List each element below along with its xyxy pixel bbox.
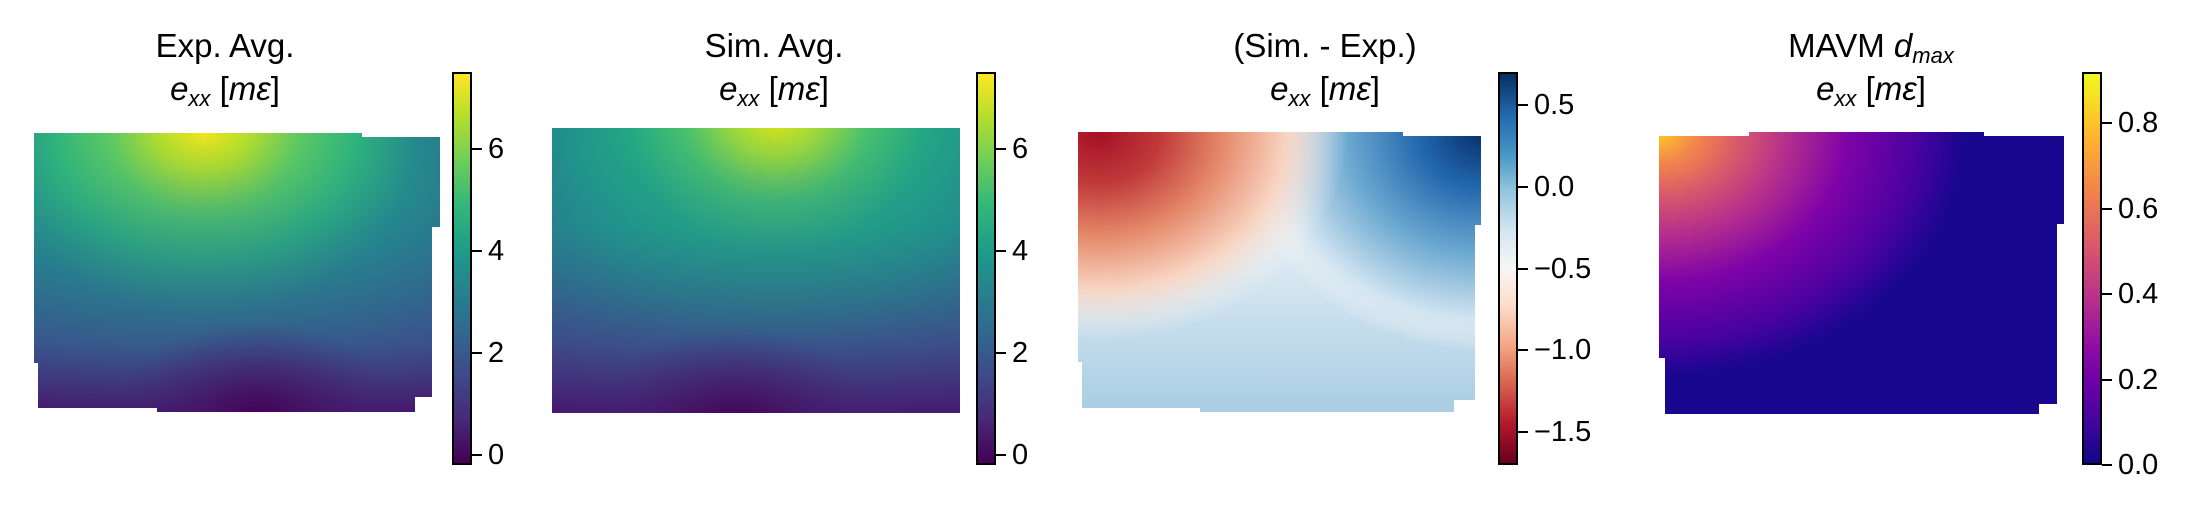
panel-exp-avg: Exp. Avg. exx [mε] (0, 0, 540, 517)
colorbar-tick-label: 0 (1012, 438, 1029, 471)
colorbar-tick (1518, 103, 1528, 106)
subscript-max: max (1912, 43, 1954, 68)
unit-label: mε (1874, 70, 1917, 107)
colorbar-tick (996, 453, 1006, 456)
panel-title-line2: exx [mε] (719, 70, 829, 111)
panel-title-line2: exx [mε] (170, 70, 280, 111)
subscript-xx: xx (188, 86, 211, 111)
colorbar-tick (1518, 267, 1528, 270)
colorbar-tick (2102, 378, 2112, 381)
colorbar-tick-label: 0.0 (1534, 170, 1575, 203)
colorbar-plasma (2082, 72, 2102, 465)
colorbar-tick-label: −1.5 (1534, 416, 1592, 449)
colorbar-tick-label: 0 (488, 438, 505, 471)
heatmap-sim-avg (552, 128, 960, 413)
colorbar-tick-label: 0.2 (2118, 363, 2159, 396)
colorbar-tick-label: 0.0 (2118, 449, 2159, 481)
heatmap-exp-avg (34, 133, 440, 412)
panel-title-line2: exx [mε] (1816, 70, 1926, 111)
colorbar-tick-label: −0.5 (1534, 252, 1592, 285)
subscript-xx: xx (1834, 86, 1857, 111)
var-e: e (719, 70, 738, 107)
colorbar-tick (472, 147, 482, 150)
colorbar-tick-label: 0.8 (2118, 107, 2159, 140)
colorbar-viridis (452, 72, 472, 465)
title-prefix: MAVM (1788, 27, 1894, 64)
colorbar-tick-label: 6 (1012, 132, 1029, 165)
colorbar-tick-label: 0.5 (1534, 88, 1575, 121)
colorbar-tick (2102, 293, 2112, 296)
colorbar-tick (2102, 122, 2112, 125)
panel-title-line1: MAVM dmax (1621, 24, 2121, 78)
heatmap-difference (1078, 132, 1481, 412)
subscript-xx: xx (737, 86, 760, 111)
subscript-xx: xx (1288, 86, 1311, 111)
colorbar-tick (996, 147, 1006, 150)
panel-sim-minus-exp: (Sim. - Exp.) exx [mε] (1060, 0, 1640, 517)
colorbar-tick (1518, 349, 1528, 352)
unit-label: mε (1328, 70, 1371, 107)
panel-title-line1: Sim. Avg. (704, 27, 844, 64)
colorbar-rdbu (1498, 72, 1518, 465)
heatmap-mavm (1659, 132, 2064, 414)
colorbar-tick-label: 0.6 (2118, 192, 2159, 225)
colorbar-tick (472, 453, 482, 456)
colorbar-tick-label: 2 (1012, 336, 1029, 369)
panel-title-line2: exx [mε] (1270, 70, 1380, 111)
colorbar-viridis (976, 72, 996, 465)
colorbar-tick (2102, 464, 2112, 466)
colorbar-tick (996, 351, 1006, 354)
colorbar-tick (2102, 207, 2112, 210)
panel-title-line1: Exp. Avg. (155, 27, 295, 64)
var-e: e (1816, 70, 1835, 107)
colorbar-tick-label: 4 (1012, 234, 1029, 267)
colorbar-tick-label: 0.4 (2118, 278, 2159, 311)
var-e: e (1270, 70, 1289, 107)
colorbar-tick (1518, 185, 1528, 188)
unit-label: mε (228, 70, 271, 107)
var-d: d (1893, 27, 1913, 64)
var-e: e (170, 70, 189, 107)
panel-mavm-dmax: MAVM dmax exx [mε] 0.8 0.6 0.4 0.2 0.0 (1640, 0, 2207, 517)
colorbar-tick (996, 249, 1006, 252)
colorbar-tick-label: 4 (488, 234, 505, 267)
colorbar-tick-label: 2 (488, 336, 505, 369)
colorbar-tick (1518, 431, 1528, 434)
colorbar-tick-label: 6 (488, 132, 505, 165)
colorbar-tick (472, 351, 482, 354)
colorbar-tick-label: −1.0 (1534, 334, 1592, 367)
colorbar-tick (472, 249, 482, 252)
unit-label: mε (777, 70, 820, 107)
panel-sim-avg: Sim. Avg. exx [mε] (520, 0, 1060, 517)
panel-title-line1: (Sim. - Exp.) (1233, 27, 1417, 64)
